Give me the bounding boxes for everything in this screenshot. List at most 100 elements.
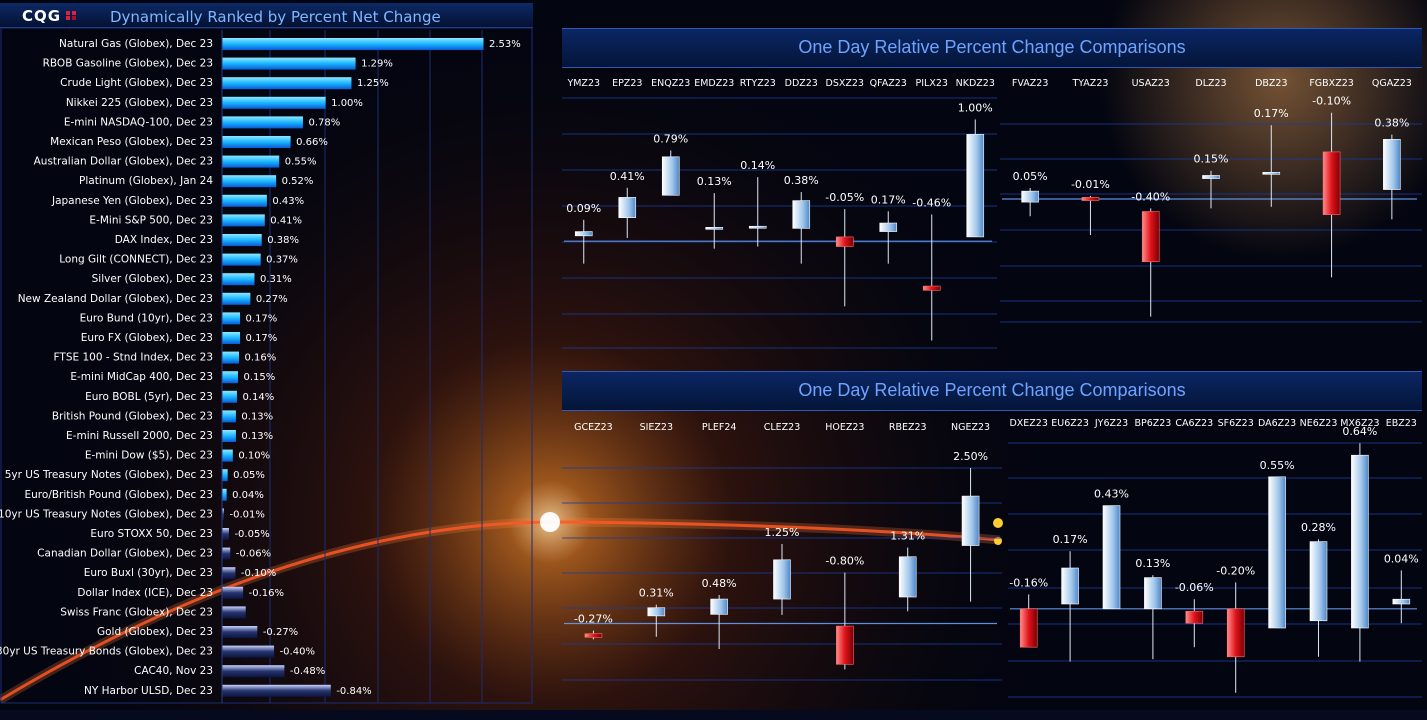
candle-body	[584, 633, 603, 638]
symbol-label: DSXZ23	[826, 78, 864, 89]
bar-value-label: 0.38%	[267, 235, 299, 246]
candle-value-label: -0.20%	[1216, 564, 1255, 577]
bar-value-label: -0.10%	[241, 568, 276, 579]
ranked-header: CQG Dynamically Ranked by Percent Net Ch…	[0, 3, 533, 28]
bar	[222, 626, 258, 638]
category-label: Long Gilt (CONNECT), Dec 23	[59, 254, 213, 266]
candle-body	[1185, 610, 1204, 624]
category-label: Euro Buxl (30yr), Dec 23	[84, 567, 213, 579]
candle-value-label: 2.50%	[953, 450, 988, 463]
candle-value-label: 0.64%	[1342, 425, 1377, 438]
category-label: Natural Gas (Globex), Dec 23	[59, 38, 213, 50]
category-label: Platinum (Globex), Jan 24	[79, 175, 213, 187]
bar	[222, 351, 240, 364]
category-label: Canadian Dollar (Globex), Dec 23	[37, 548, 213, 560]
category-label: British Pound (Globex), Dec 23	[52, 410, 213, 422]
bar	[222, 155, 280, 168]
bar-value-label: -0.40%	[280, 647, 315, 658]
symbol-label: CLEZ23	[764, 422, 801, 433]
category-label: Australian Dollar (Globex), Dec 23	[34, 156, 213, 168]
category-label: New Zealand Dollar (Globex), Dec 23	[18, 293, 213, 305]
bar	[222, 253, 261, 266]
category-label: RBOB Gasoline (Globex), Dec 23	[43, 58, 213, 70]
bar-value-label: 0.13%	[241, 431, 273, 442]
bar	[222, 488, 227, 501]
candle-body	[792, 200, 811, 229]
top-comparison-panel: One Day Relative Percent Change Comparis…	[562, 28, 1422, 358]
symbol-label: QFAZ23	[870, 78, 907, 89]
cqg-logo: CQG	[22, 7, 62, 25]
candle-body	[618, 197, 637, 218]
symbol-label: QGAZ23	[1372, 78, 1412, 89]
symbol-label: DBZ23	[1255, 78, 1287, 89]
candle-value-label: -0.80%	[825, 555, 864, 568]
category-label: E-Mini S&P 500, Dec 23	[89, 214, 213, 226]
candle-value-label: -0.01%	[1071, 178, 1110, 191]
candle-body	[1309, 541, 1328, 622]
candle-body	[1351, 454, 1369, 629]
symbol-label: USAZ23	[1132, 78, 1170, 89]
bar	[222, 645, 275, 658]
category-label: DAX Index, Dec 23	[115, 234, 213, 246]
bar	[222, 684, 331, 697]
bar-value-label: 0.13%	[241, 411, 273, 422]
bottom-comparison-title: One Day Relative Percent Change Comparis…	[798, 380, 1186, 400]
bar	[222, 116, 303, 129]
logo-mark-icon	[66, 11, 76, 20]
bottom-comparison-header: One Day Relative Percent Change Comparis…	[562, 371, 1422, 411]
bar-value-label: 0.17%	[246, 313, 278, 324]
bar-value-label: -0.84%	[336, 686, 371, 697]
symbol-label: DXEZ23	[1009, 418, 1047, 429]
bar-value-label: -0.27%	[263, 627, 298, 638]
bar	[222, 332, 241, 344]
bar	[222, 547, 231, 560]
candle-body	[966, 134, 985, 238]
symbol-label: EU6Z23	[1051, 418, 1089, 429]
symbol-label: NGEZ23	[951, 422, 990, 433]
candle-value-label: 0.13%	[1135, 557, 1170, 570]
bar	[222, 528, 229, 540]
candle-body	[1021, 190, 1039, 203]
candle-value-label: 0.79%	[653, 132, 688, 145]
candle-value-label: 0.43%	[1094, 488, 1129, 501]
candle-value-label: -0.27%	[574, 613, 613, 626]
bar-value-label: 1.00%	[331, 98, 363, 109]
candle-value-label: 0.55%	[1260, 459, 1295, 472]
bottom-comparison-panel: One Day Relative Percent Change Comparis…	[562, 371, 1422, 701]
candle-value-label: -0.40%	[1131, 190, 1170, 203]
candle-body	[1141, 211, 1160, 263]
bar-value-label: 0.66%	[296, 137, 328, 148]
candle-value-label: 0.38%	[1374, 117, 1409, 130]
symbol-label: TYAZ23	[1071, 78, 1108, 89]
category-label: 5yr US Treasury Notes (Globex), Dec 23	[5, 469, 213, 481]
category-label: Nikkei 225 (Globex), Dec 23	[66, 97, 213, 109]
symbol-label: DA6Z23	[1258, 418, 1296, 429]
bar	[222, 312, 241, 325]
symbol-label: GCEZ23	[574, 422, 613, 433]
top-comparison-header: One Day Relative Percent Change Comparis…	[562, 28, 1422, 68]
symbol-label: ENQZ23	[651, 78, 690, 89]
candle-body	[922, 285, 941, 291]
candle-body	[1262, 172, 1281, 175]
bar-value-label: 2.53%	[489, 39, 521, 50]
bar	[222, 410, 236, 423]
candle-body	[661, 156, 680, 196]
bar-value-label: -0.16%	[249, 588, 284, 599]
bar-value-label: 0.15%	[243, 372, 275, 383]
bar	[222, 136, 291, 148]
bar	[222, 234, 262, 246]
candle-value-label: 0.04%	[1384, 552, 1419, 565]
bar-value-label: 0.41%	[270, 215, 302, 226]
bar-value-label: 0.17%	[246, 333, 278, 344]
candle-body	[835, 236, 854, 247]
symbol-label: EPZ23	[612, 78, 642, 89]
candle-body	[748, 225, 767, 229]
symbol-label: RBEZ23	[889, 422, 927, 433]
bar	[222, 57, 356, 70]
category-label: NY Harbor ULSD, Dec 23	[84, 685, 213, 697]
plot-frame	[0, 27, 533, 704]
bar-value-label: -0.48%	[290, 666, 325, 677]
candle-body	[1392, 598, 1411, 605]
candle-body	[1268, 476, 1286, 629]
category-label: E-mini MidCap 400, Dec 23	[70, 371, 213, 383]
